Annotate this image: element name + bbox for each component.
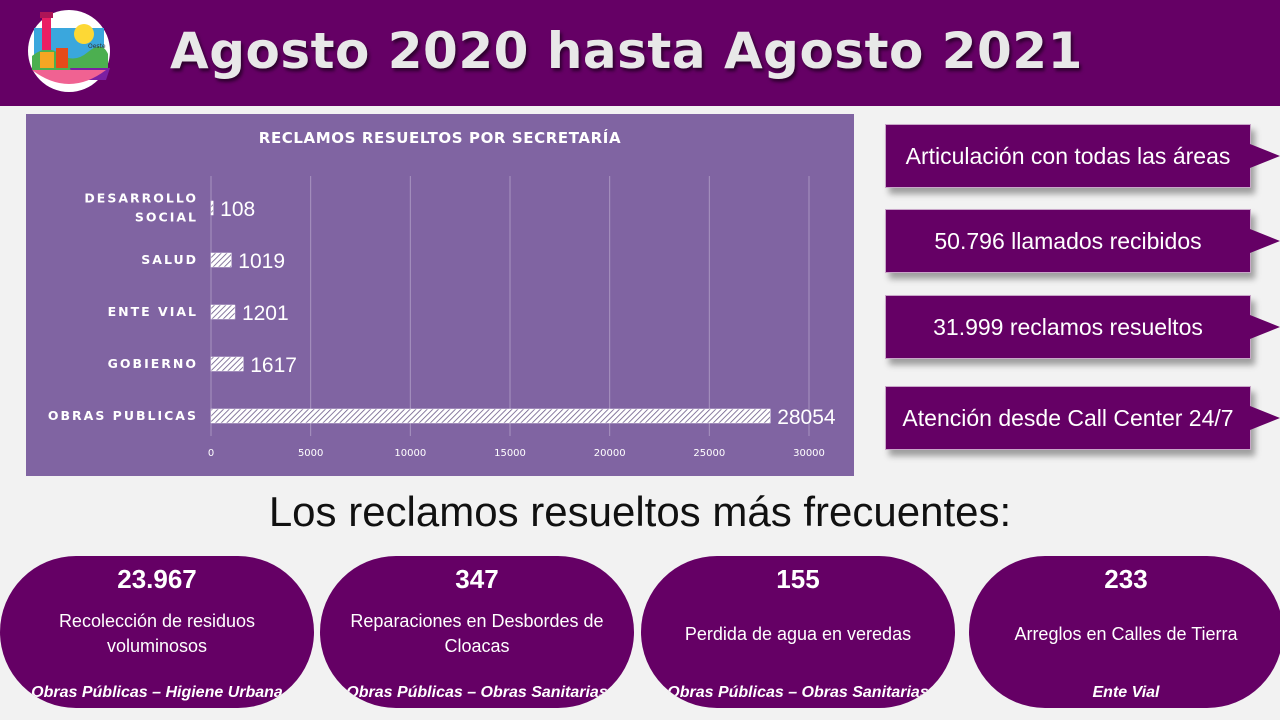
bar-chart: RECLAMOS RESUELTOS POR SECRETARÍA 0 5000 10… [48,128,836,459]
category-label: SALUD [141,252,198,267]
x-tick-label: 0 [208,448,214,459]
data-label: 1019 [238,250,285,273]
card-area: Obras Públicas – Obras Sanitarias [667,684,929,701]
logo-text: Oeste [88,43,106,50]
callout-arrow-icon [1250,229,1280,253]
stat-card-residuos: 23.967 Recolección de residuos voluminos… [0,556,314,708]
chart-title: RECLAMOS RESUELTOS POR SECRETARÍA [259,128,621,147]
callout-text: 31.999 reclamos resueltos [933,313,1203,340]
callout-reclamos: 31.999 reclamos resueltos [885,295,1280,359]
callout-articulacion: Articulación con todas las áreas [885,124,1280,188]
card-area: Ente Vial [1092,684,1160,701]
stat-card-cloacas: 347 Reparaciones en Desbordes de Cloacas… [320,556,634,708]
card-number: 155 [776,564,820,594]
x-tick-label: 25000 [693,448,725,459]
data-label: 1201 [242,302,289,325]
bar [210,304,236,320]
card-description: Reparaciones en Desbordes de Cloacas [350,611,604,656]
x-tick-label: 30000 [793,448,825,459]
municipal-logo-icon: Oeste [28,10,110,92]
card-number: 347 [455,564,499,594]
section-subtitle: Los reclamos resueltos más frecuentes: [268,488,1012,535]
callout-text: Articulación con todas las áreas [905,142,1231,169]
x-tick-label: 15000 [494,448,526,459]
card-number: 23.967 [117,564,197,594]
x-tick-label: 5000 [298,448,323,459]
callout-text: 50.796 llamados recibidos [934,227,1202,254]
card-description: Recolección de residuos voluminosos [58,611,256,656]
category-label: OBRAS PUBLICAS [48,408,198,423]
card-description: Perdida de agua en veredas [684,623,912,644]
callout-arrow-icon [1250,144,1280,168]
bar [210,252,232,268]
page-title: Agosto 2020 hasta Agosto 2021 [170,22,1083,80]
data-label: 1617 [250,354,297,377]
stat-card-agua: 155 Perdida de agua en veredas Obras Púb… [641,556,955,708]
category-label: SOCIAL [135,210,198,225]
bar [210,408,771,424]
callout-arrow-icon [1250,406,1280,430]
callout-arrow-icon [1250,315,1280,339]
card-description: Arreglos en Calles de Tierra [1014,623,1238,644]
category-label: DESARROLLO [84,191,198,206]
x-tick-label: 10000 [394,448,426,459]
bar [210,356,244,372]
stat-card-calles: 233 Arreglos en Calles de Tierra Ente Vi… [969,556,1280,708]
x-tick-label: 20000 [594,448,626,459]
callout-llamados: 50.796 llamados recibidos [885,209,1280,273]
card-area: Obras Públicas – Higiene Urbana [31,684,283,701]
bar [210,200,214,216]
card-number: 233 [1104,564,1148,594]
callout-call-center: Atención desde Call Center 24/7 [885,386,1280,450]
callout-text: Atención desde Call Center 24/7 [902,404,1234,431]
category-label: ENTE VIAL [108,304,198,319]
chart-panel: RECLAMOS RESUELTOS POR SECRETARÍA 0 5000 10… [26,114,854,476]
header-banner: Oeste Agosto 2020 hasta Agosto 2021 [0,0,1280,106]
data-label: 28054 [777,406,836,429]
card-area: Obras Públicas – Obras Sanitarias [346,684,608,701]
category-label: GOBIERNO [108,356,198,371]
data-label: 108 [220,198,255,221]
